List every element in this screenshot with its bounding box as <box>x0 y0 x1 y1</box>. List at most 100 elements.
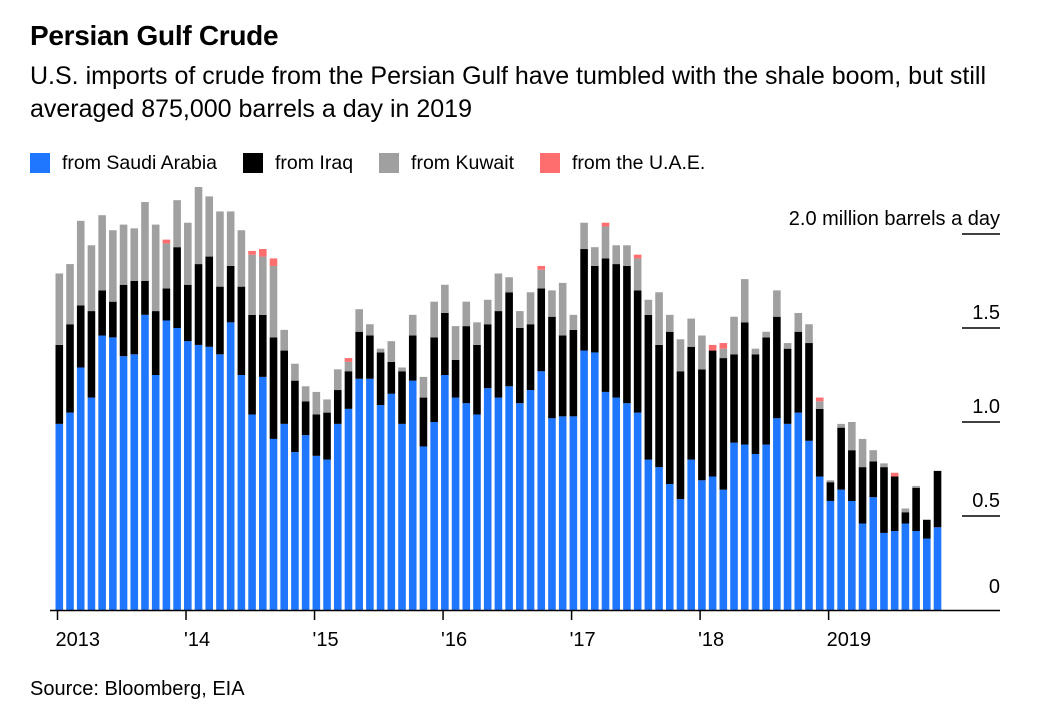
bar-segment-kuwait-55 <box>644 299 653 315</box>
bar-segment-iraq-0 <box>55 344 64 424</box>
bar-segment-kuwait-65 <box>751 348 760 355</box>
bar-segment-iraq-30 <box>376 352 385 406</box>
x-tick-label: '14 <box>184 629 210 651</box>
bar-segment-saudi-54 <box>633 412 642 610</box>
bar-segment-iraq-4 <box>98 290 106 336</box>
bar-segment-iraq-37 <box>451 359 460 398</box>
bar-segment-kuwait-18 <box>248 254 256 315</box>
bar-segment-saudi-44 <box>526 390 535 610</box>
bar-segment-iraq-13 <box>194 264 203 345</box>
bar-segment-iraq-55 <box>644 314 653 460</box>
bar-segment-iraq-39 <box>473 344 481 415</box>
legend-item-iraq: from Iraq <box>243 152 353 175</box>
bar-segment-saudi-71 <box>815 476 824 610</box>
bar-segment-kuwait-17 <box>237 230 246 287</box>
bar-segment-uae-78 <box>890 472 899 477</box>
bars-group <box>55 187 942 610</box>
bar-segment-saudi-30 <box>376 405 385 610</box>
bar-segment-iraq-33 <box>408 335 417 381</box>
bar-segment-kuwait-34 <box>419 376 428 398</box>
bar-segment-iraq-79 <box>901 512 910 524</box>
legend-swatch-iraq <box>243 153 264 173</box>
bar-segment-uae-45 <box>537 265 546 270</box>
bar-segment-kuwait-69 <box>794 312 803 332</box>
bar-segment-saudi-66 <box>762 444 770 610</box>
bar-segment-iraq-36 <box>441 312 449 375</box>
bar-segment-iraq-54 <box>633 290 642 413</box>
bar-segment-iraq-23 <box>301 401 310 436</box>
bar-segment-uae-62 <box>719 343 728 349</box>
bar-segment-kuwait-43 <box>516 311 524 328</box>
bar-segment-iraq-60 <box>698 369 706 481</box>
bar-segment-iraq-45 <box>537 288 546 372</box>
bar-segment-saudi-49 <box>580 350 588 610</box>
bar-segment-kuwait-52 <box>612 245 621 265</box>
bar-segment-iraq-65 <box>751 354 760 454</box>
bar-segment-kuwait-51 <box>601 226 610 259</box>
x-tick-label: '18 <box>698 629 724 651</box>
bar-segment-saudi-0 <box>55 423 64 610</box>
bar-segment-iraq-41 <box>494 311 503 398</box>
bar-segment-saudi-24 <box>312 455 321 610</box>
legend-label-iraq: from Iraq <box>275 151 354 174</box>
bar-segment-uae-19 <box>258 249 267 257</box>
bar-segment-iraq-15 <box>216 286 224 355</box>
bar-segment-uae-20 <box>269 258 278 266</box>
bar-segment-saudi-21 <box>280 423 289 610</box>
bar-segment-iraq-25 <box>323 412 331 460</box>
bar-segment-iraq-73 <box>837 427 845 490</box>
bar-segment-saudi-28 <box>355 378 363 610</box>
bar-segment-saudi-23 <box>301 435 310 610</box>
bar-segment-kuwait-40 <box>483 299 492 325</box>
bar-segment-kuwait-5 <box>109 230 117 302</box>
bar-segment-iraq-71 <box>815 408 824 477</box>
bar-segment-iraq-16 <box>226 265 235 323</box>
bar-segment-kuwait-54 <box>633 258 642 291</box>
bar-segment-iraq-21 <box>280 350 289 424</box>
bar-segment-saudi-78 <box>890 531 899 610</box>
bar-segment-iraq-62 <box>719 358 728 490</box>
bar-segment-saudi-41 <box>494 397 503 610</box>
bar-segment-kuwait-72 <box>826 480 835 483</box>
bar-segment-kuwait-46 <box>548 290 556 317</box>
bar-segment-kuwait-64 <box>740 279 749 323</box>
bar-segment-kuwait-2 <box>76 220 85 306</box>
bar-segment-saudi-52 <box>612 397 621 610</box>
bar-segment-kuwait-37 <box>451 326 460 360</box>
bar-segment-saudi-58 <box>676 499 685 610</box>
bar-segment-saudi-55 <box>644 459 653 610</box>
bar-segment-uae-10 <box>162 239 171 244</box>
bar-segment-iraq-67 <box>773 316 781 419</box>
bar-segment-saudi-10 <box>162 320 171 610</box>
bar-segment-iraq-56 <box>655 344 663 468</box>
bar-segment-iraq-14 <box>205 256 214 347</box>
bar-segment-saudi-2 <box>76 367 85 610</box>
bar-segment-saudi-70 <box>805 440 813 610</box>
bar-segment-kuwait-45 <box>537 269 546 289</box>
bar-segment-kuwait-49 <box>580 222 588 250</box>
bar-segment-saudi-32 <box>398 423 406 610</box>
bar-segment-kuwait-62 <box>719 348 728 359</box>
bar-segment-iraq-53 <box>623 265 631 404</box>
y-tick-label: 1.0 <box>972 396 1000 418</box>
bar-segment-kuwait-79 <box>901 508 910 513</box>
bar-segment-kuwait-75 <box>858 438 867 468</box>
bar-segment-saudi-13 <box>194 344 203 610</box>
bar-segment-saudi-50 <box>591 352 599 610</box>
bar-segment-saudi-81 <box>923 538 931 610</box>
bar-segment-kuwait-68 <box>783 343 792 349</box>
bar-segment-kuwait-39 <box>473 322 481 345</box>
bar-segment-saudi-9 <box>151 375 160 610</box>
bar-segment-saudi-18 <box>248 414 256 610</box>
bar-segment-saudi-79 <box>901 523 910 610</box>
bar-segment-kuwait-76 <box>869 450 878 462</box>
bar-segment-kuwait-6 <box>119 224 128 285</box>
x-axis: 2013 '14 '15 '16 '17 '18 2019 <box>50 609 1000 651</box>
bar-segment-saudi-29 <box>366 378 374 610</box>
bar-segment-saudi-77 <box>880 532 888 610</box>
bar-segment-kuwait-57 <box>665 314 674 332</box>
bar-segment-saudi-12 <box>184 341 192 610</box>
bar-segment-iraq-58 <box>676 371 685 500</box>
bar-segment-iraq-47 <box>558 335 567 417</box>
bar-segment-saudi-15 <box>216 354 224 610</box>
